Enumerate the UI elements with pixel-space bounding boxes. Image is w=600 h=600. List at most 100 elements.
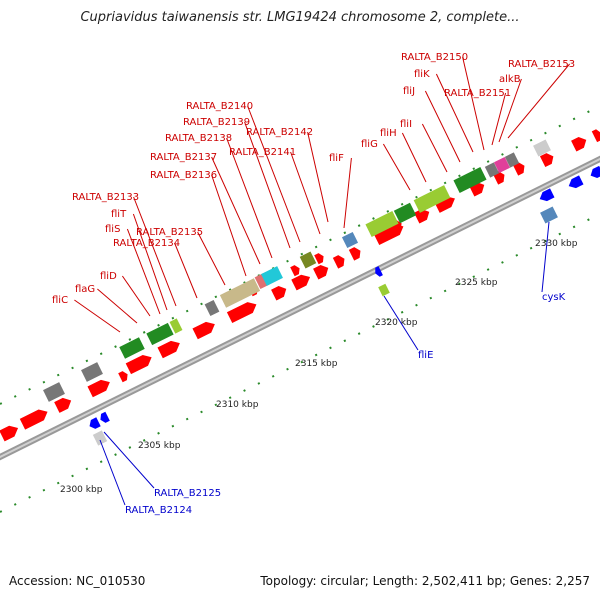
forward-gene-arrow bbox=[54, 397, 72, 413]
cog-box-rect bbox=[493, 156, 511, 174]
cog-box-rect bbox=[254, 272, 270, 290]
forward-gene-arrow-shape bbox=[271, 286, 287, 301]
cog-box-rect bbox=[146, 322, 174, 346]
cog-box-rect bbox=[261, 266, 283, 286]
gene-label-ralta_b2138: RALTA_B2138 bbox=[165, 133, 232, 144]
forward-gene-arrow bbox=[348, 247, 361, 261]
label-leader-line bbox=[435, 73, 474, 153]
cog-box bbox=[413, 185, 451, 213]
forward-gene-arrow bbox=[571, 137, 587, 152]
accession-text: Accession: NC_010530 bbox=[9, 574, 146, 588]
gene-label-ralta_b2150: RALTA_B2150 bbox=[401, 52, 468, 63]
gene-label-flik: fliK bbox=[414, 69, 430, 80]
forward-gene-arrow bbox=[271, 286, 287, 301]
cog-box bbox=[43, 382, 65, 402]
forward-gene-arrow-shape bbox=[539, 153, 554, 168]
label-leader-line bbox=[99, 439, 126, 506]
reverse-gene-arrow-shape bbox=[539, 188, 555, 202]
label-leader-line bbox=[132, 213, 168, 311]
gene-label-ralta_b2151: RALTA_B2151 bbox=[444, 88, 511, 99]
cog-box bbox=[81, 362, 103, 382]
cog-box bbox=[504, 152, 520, 168]
cog-box bbox=[484, 162, 500, 178]
label-leader-line bbox=[244, 121, 291, 249]
scale-tick-label: 2300 kbp bbox=[60, 485, 103, 495]
forward-gene-arrow-shape bbox=[512, 162, 525, 176]
reverse-gene-arrow bbox=[100, 411, 110, 423]
forward-gene-arrow bbox=[192, 321, 215, 340]
label-leader-line bbox=[174, 242, 198, 299]
summary-text: Topology: circular; Length: 2,502,411 bp… bbox=[260, 574, 590, 588]
label-leader-line bbox=[382, 143, 411, 191]
scale-tick-label: 2325 kbp bbox=[455, 278, 498, 288]
label-leader-line bbox=[133, 196, 177, 307]
cog-box bbox=[533, 139, 551, 157]
label-leader-line bbox=[211, 156, 261, 265]
forward-gene-arrow-shape bbox=[0, 425, 19, 442]
gene-label-ralta_b2136: RALTA_B2136 bbox=[150, 170, 217, 181]
gene-label-flih: fliH bbox=[380, 128, 397, 139]
gene-label-ralta_b2142: RALTA_B2142 bbox=[246, 127, 313, 138]
label-leader-line bbox=[307, 131, 329, 223]
cog-box-rect bbox=[378, 283, 390, 297]
reverse-gene-arrow-shape bbox=[100, 411, 110, 423]
gene-label-ralta_b2135: RALTA_B2135 bbox=[136, 227, 203, 238]
gene-label-flii: fliI bbox=[400, 119, 412, 130]
reverse-gene-arrow-shape bbox=[89, 417, 101, 429]
label-leader-line bbox=[421, 123, 448, 173]
cog-box bbox=[92, 430, 108, 446]
cog-box-rect bbox=[484, 162, 500, 178]
cog-box-rect bbox=[81, 362, 103, 382]
gene-label-flis: fliS bbox=[105, 224, 120, 235]
forward-gene-arrow bbox=[19, 409, 48, 430]
scale-tick-label: 2310 kbp bbox=[216, 400, 259, 410]
cog-box-rect bbox=[299, 251, 317, 269]
label-leader-line bbox=[462, 56, 485, 151]
cog-features bbox=[43, 139, 558, 446]
forward-gene-arrow bbox=[313, 265, 329, 280]
forward-gene-arrow bbox=[314, 253, 324, 265]
reverse-gene-arrow-shape bbox=[375, 266, 383, 277]
forward-gene-arrow-shape bbox=[313, 265, 329, 280]
cog-box-rect bbox=[169, 318, 183, 334]
gene-label-ralta_b2140: RALTA_B2140 bbox=[186, 101, 253, 112]
forward-gene-arrow-shape bbox=[192, 321, 215, 340]
scale-tick-label: 2320 kbp bbox=[375, 318, 418, 328]
forward-gene-arrow bbox=[332, 255, 345, 269]
cog-box-rect bbox=[119, 337, 145, 359]
scale-tick-label: 2305 kbp bbox=[138, 441, 181, 451]
label-leader-line bbox=[103, 431, 155, 489]
forward-gene-arrow-shape bbox=[291, 274, 311, 291]
gene-label-flit: fliT bbox=[111, 209, 127, 220]
label-leader-line bbox=[383, 295, 419, 351]
forward-gene-arrow bbox=[291, 274, 311, 291]
forward-gene-arrow bbox=[157, 340, 180, 359]
forward-gene-arrow bbox=[87, 379, 110, 398]
cog-box-rect bbox=[365, 211, 399, 237]
forward-gene-arrow-shape bbox=[591, 129, 600, 143]
gene-label-ralta_b2141: RALTA_B2141 bbox=[229, 147, 296, 158]
cog-box bbox=[146, 322, 174, 346]
cog-box bbox=[219, 278, 261, 308]
gene-label-flie: fliE bbox=[418, 350, 433, 361]
reverse-gene-arrow bbox=[89, 417, 101, 429]
cog-box bbox=[204, 299, 220, 317]
gene-label-flic: fliC bbox=[52, 295, 68, 306]
label-leader-line bbox=[247, 105, 301, 243]
forward-gene-arrow bbox=[118, 371, 128, 383]
scale-tick-label: 2315 kbp bbox=[295, 359, 338, 369]
reverse-gene-arrow bbox=[539, 188, 555, 202]
cog-box-rect bbox=[341, 231, 359, 249]
gene-label-ralta_b2153: RALTA_B2153 bbox=[508, 59, 575, 70]
forward-gene-arrow bbox=[226, 302, 257, 324]
label-leader-line bbox=[126, 228, 161, 315]
label-leader-line bbox=[290, 151, 321, 235]
forward-gene-arrow bbox=[125, 354, 152, 375]
forward-gene-arrow-shape bbox=[314, 253, 324, 265]
gene-label-ralta_b2134: RALTA_B2134 bbox=[113, 238, 180, 249]
forward-gene-arrow bbox=[290, 265, 300, 277]
forward-gene-arrow-shape bbox=[332, 255, 345, 269]
label-leader-line bbox=[197, 231, 226, 286]
label-leader-line bbox=[424, 90, 461, 163]
